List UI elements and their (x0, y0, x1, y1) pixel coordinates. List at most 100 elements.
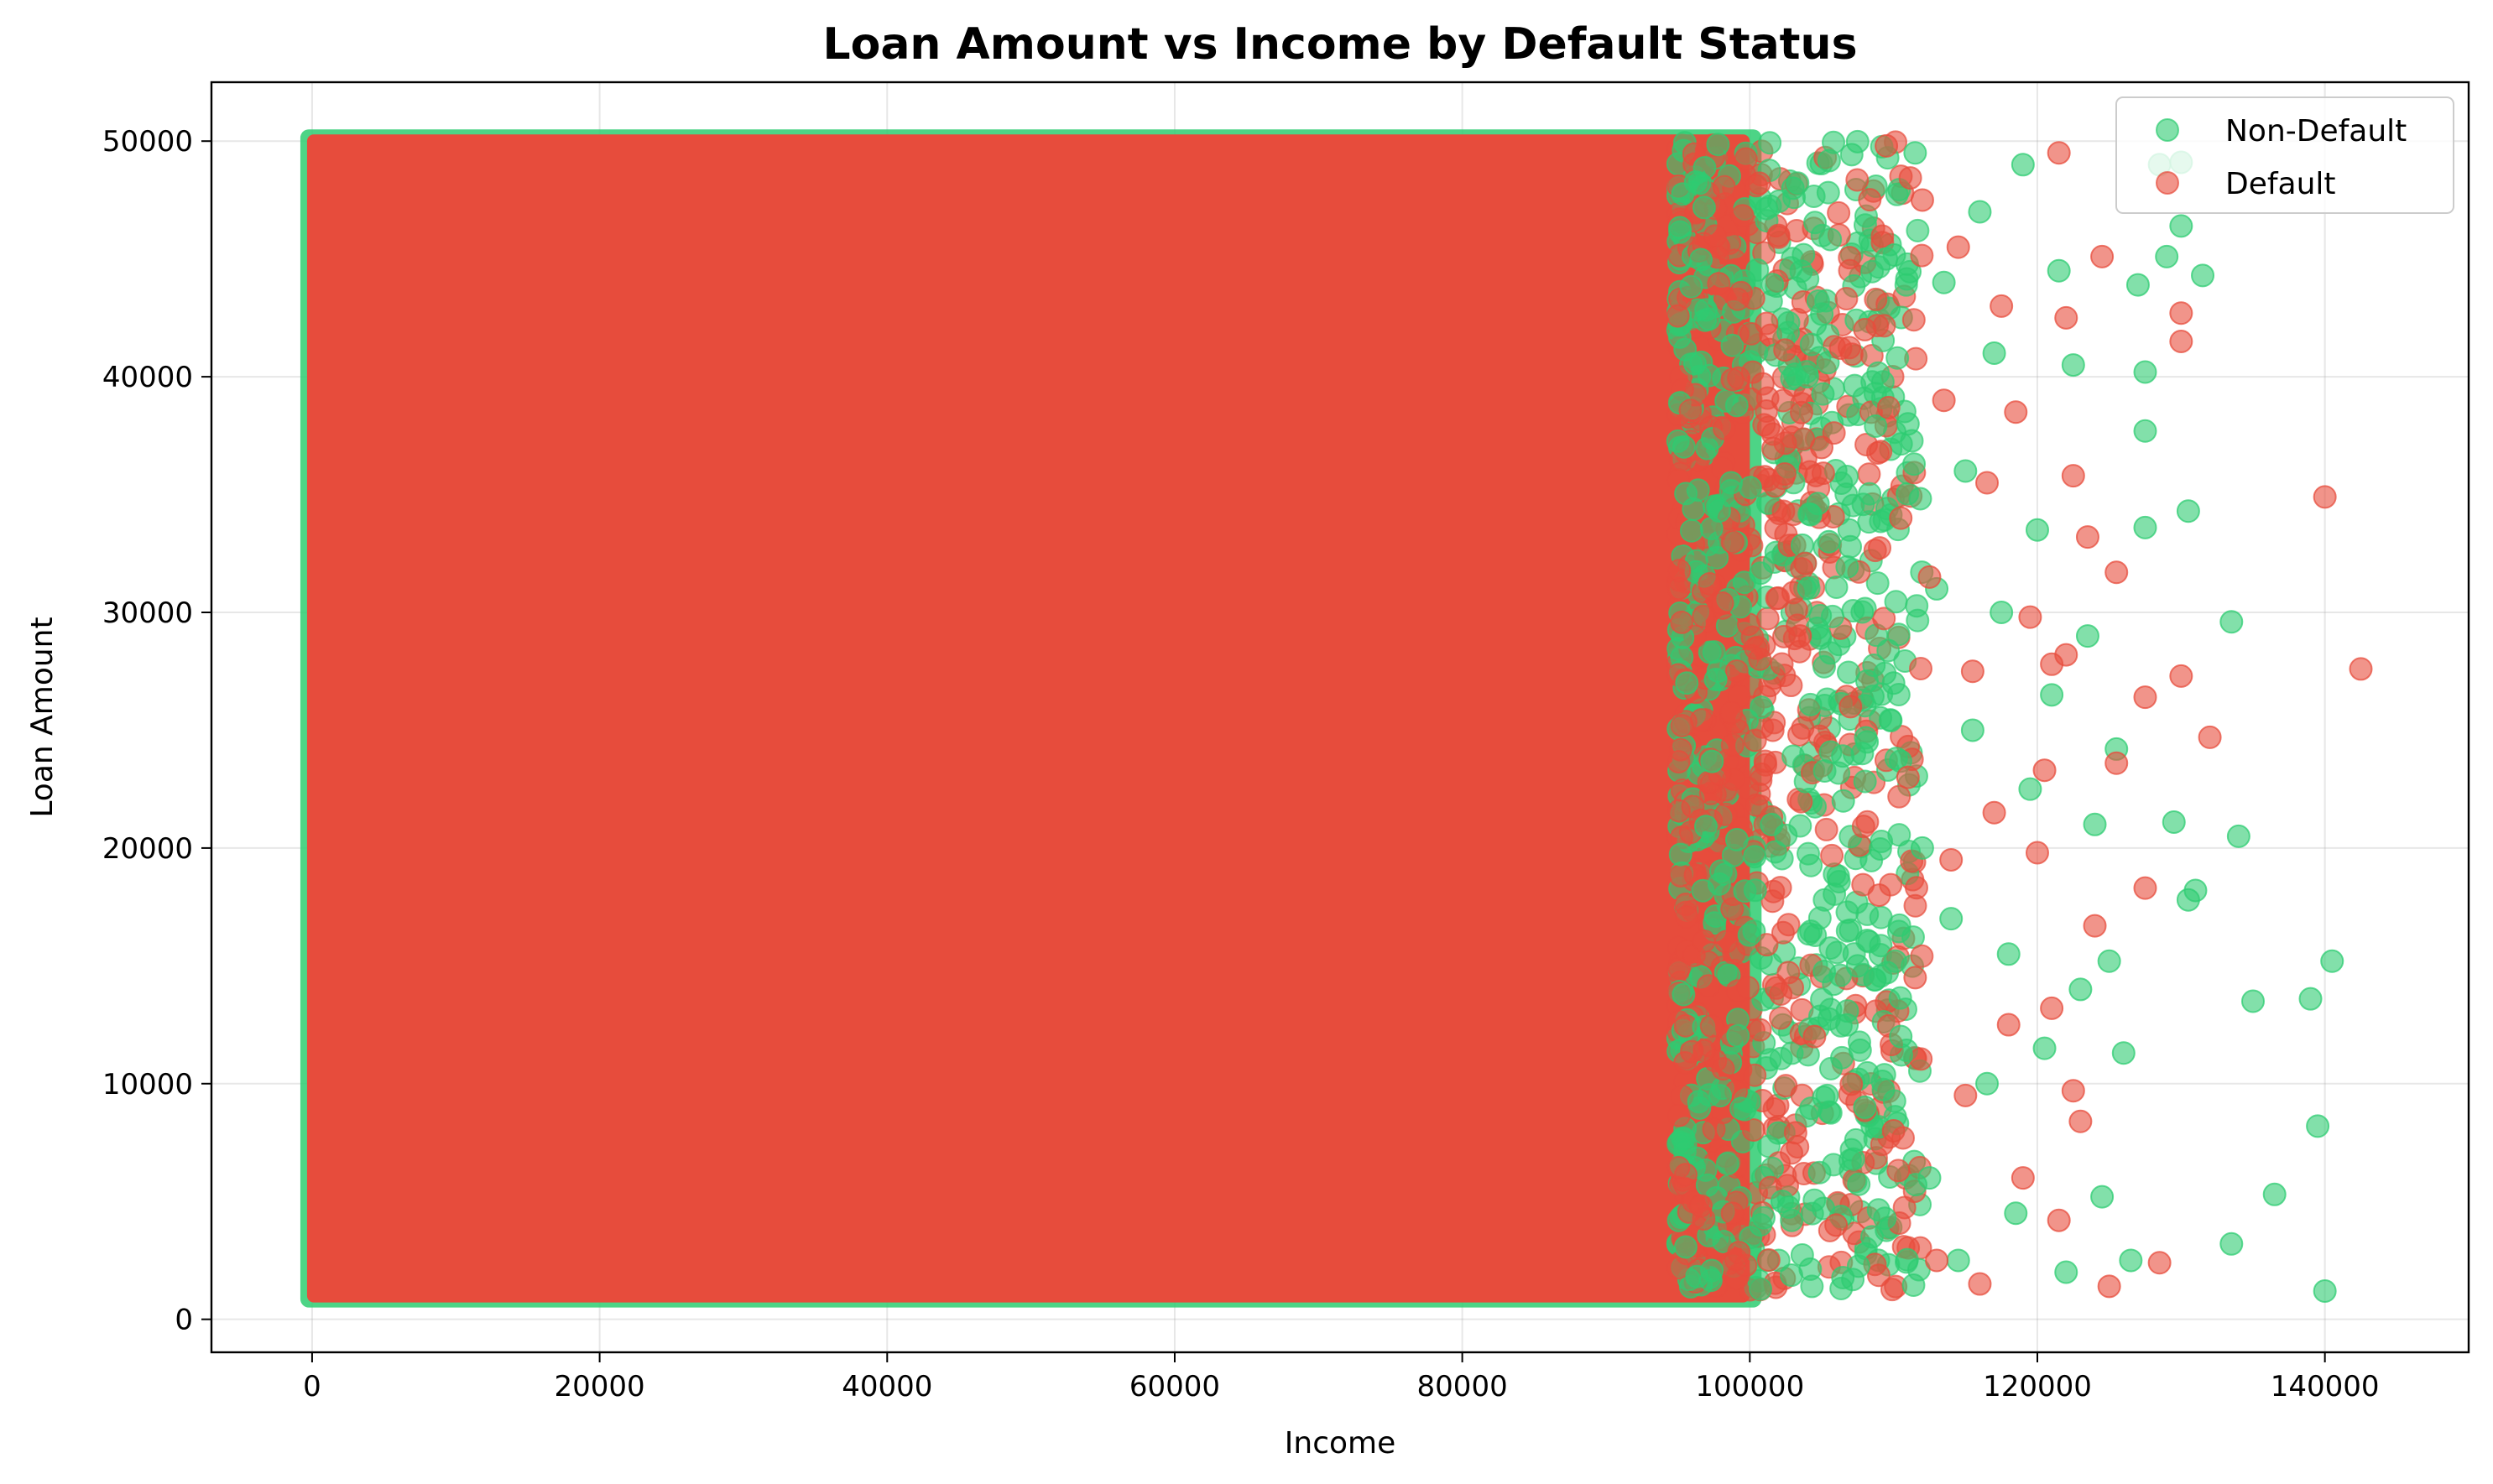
default-edge-point (1702, 1117, 1726, 1142)
non-default-edge-point (1667, 325, 1692, 349)
non-default-point (2240, 989, 2265, 1013)
default-point (2198, 725, 2222, 749)
x-tick-label: 20000 (555, 1370, 645, 1403)
y-tick-label: 20000 (102, 832, 193, 866)
default-point (2097, 1274, 2121, 1299)
default-edge-point (1712, 174, 1736, 199)
non-default-edge-point (1902, 452, 1927, 476)
default-edge-point (1876, 395, 1901, 419)
non-default-point (2025, 518, 2049, 542)
default-edge-point (1787, 722, 1812, 747)
default-edge-point (1753, 749, 1777, 773)
default-point (2040, 996, 2064, 1020)
non-default-edge-point (1906, 608, 1930, 633)
default-edge-point (1839, 1072, 1864, 1096)
non-default-edge-point (1732, 570, 1756, 595)
non-default-edge-point (1855, 902, 1880, 926)
default-point (1881, 1118, 1906, 1143)
non-default-point (2054, 1260, 2078, 1284)
default-point (2169, 301, 2193, 325)
default-point (2047, 141, 2071, 165)
default-edge-point (1773, 338, 1797, 362)
default-point (2104, 560, 2129, 585)
default-edge-point (1714, 929, 1739, 954)
non-default-edge-point (1668, 842, 1692, 867)
non-default-point (1939, 907, 1964, 931)
non-default-edge-point (1789, 259, 1813, 284)
non-default-edge-point (1847, 1172, 1871, 1196)
non-default-point (2040, 683, 2064, 707)
non-default-point (1831, 789, 1855, 813)
non-default-edge-point (1848, 1038, 1872, 1062)
default-point (2133, 876, 2157, 900)
default-edge-point (1698, 572, 1722, 596)
non-default-point (1996, 942, 2021, 966)
default-point (1788, 624, 1812, 648)
default-point (1766, 223, 1791, 247)
x-tick-label: 140000 (2271, 1370, 2380, 1403)
x-axis-ticks: 0 20000 40000 60000 80000 100000 120000 140000 (303, 1352, 2380, 1403)
default-point (2004, 400, 2028, 424)
default-edge-point (1666, 1155, 1691, 1179)
y-tick-label: 0 (175, 1304, 193, 1337)
non-default-edge-point (1838, 534, 1863, 559)
non-default-point (1953, 459, 1978, 483)
non-default-edge-point (1831, 1266, 1855, 1290)
non-default-point (1968, 200, 1992, 224)
non-default-edge-point (1691, 878, 1715, 903)
non-default-edge-point (1673, 1235, 1698, 1259)
default-edge-point (1692, 604, 1716, 628)
non-default-point (1946, 1248, 1970, 1273)
non-default-edge-point (1692, 155, 1717, 180)
default-edge-point (1678, 398, 1703, 423)
non-default-edge-point (1800, 1201, 1824, 1226)
default-edge-point (1793, 551, 1818, 575)
non-default-point (2011, 153, 2035, 177)
default-point (1853, 317, 1877, 341)
default-edge-point (1771, 920, 1795, 945)
non-default-point (2068, 977, 2093, 1002)
non-default-edge-point (1818, 641, 1843, 665)
default-edge-point (1730, 204, 1755, 228)
y-axis-label: Loan Amount (25, 617, 60, 817)
y-axis-ticks: 0 10000 20000 30000 40000 50000 (102, 125, 211, 1337)
non-default-edge-point (1693, 815, 1718, 839)
x-tick-label: 0 (303, 1370, 321, 1403)
default-point (2032, 758, 2057, 783)
non-default-edge-point (1885, 182, 1909, 206)
non-default-edge-point (1760, 273, 1785, 297)
default-edge-point (1703, 224, 1727, 248)
default-edge-point (1783, 1121, 1807, 1145)
non-default-edge-point (1894, 273, 1918, 297)
x-tick-label: 80000 (1417, 1370, 1508, 1403)
default-edge-point (1692, 929, 1716, 953)
non-default-edge-point (1682, 497, 1706, 521)
non-default-edge-point (1908, 487, 1932, 511)
non-default-edge-point (1817, 148, 1841, 173)
default-point (2169, 664, 2193, 688)
non-default-edge-point (1818, 1056, 1843, 1080)
default-edge-point (1667, 559, 1692, 583)
non-default-point (2133, 360, 2157, 384)
non-default-edge-point (1868, 837, 1892, 862)
non-default-edge-point (1738, 476, 1762, 500)
non-default-edge-point (1687, 1090, 1711, 1114)
default-point (2047, 1208, 2071, 1232)
plot-frame (210, 81, 2470, 1354)
non-default-edge-point (1748, 1277, 1772, 1301)
non-default-edge-point (1679, 274, 1703, 299)
non-default-edge-point (1817, 1007, 1841, 1031)
non-default-point (2183, 878, 2208, 903)
non-default-edge-point (1807, 1160, 1832, 1185)
data-marks (300, 129, 2373, 1308)
legend-label-non-default: Non-Default (2225, 114, 2407, 148)
non-default-point (2047, 258, 2071, 283)
default-edge-point (1868, 536, 1892, 560)
non-default-point (2032, 1036, 2057, 1060)
non-default-edge-point (1679, 518, 1703, 543)
default-edge-point (1909, 1047, 1933, 1071)
default-point (2054, 643, 2078, 667)
chart-title: Loan Amount vs Income by Default Status (822, 19, 1857, 70)
non-default-edge-point (1720, 333, 1745, 357)
